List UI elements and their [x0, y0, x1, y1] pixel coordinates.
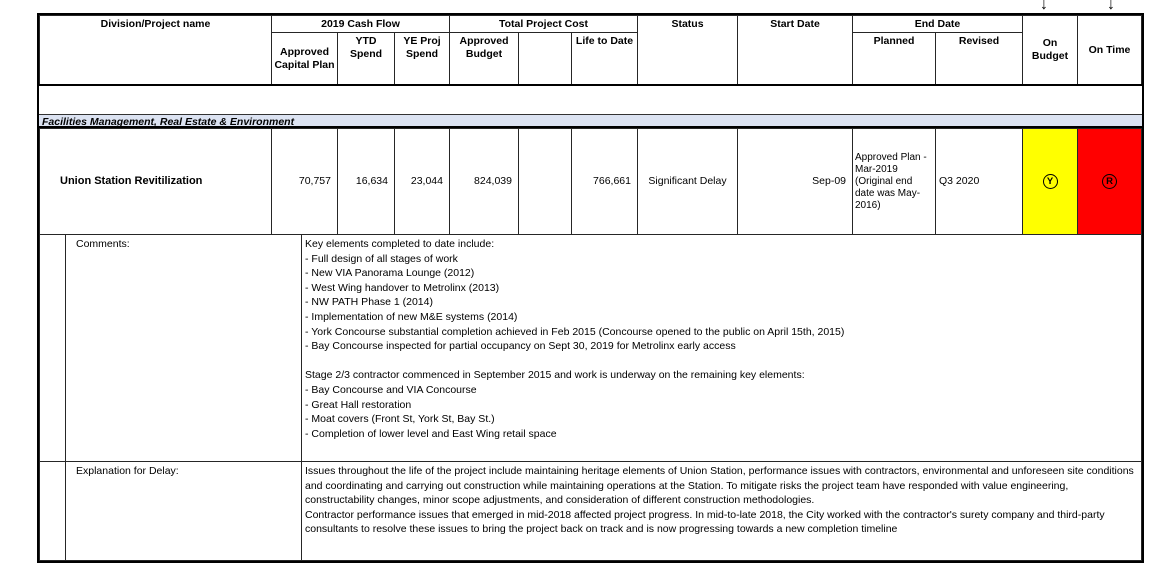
comments-label: Comments:: [65, 234, 302, 462]
circled-r-icon: R: [1102, 174, 1117, 189]
project-planned-end-value: Approved Plan - Mar-2019 (Original end d…: [852, 128, 936, 235]
col-header-division: Division/Project name: [39, 15, 272, 85]
delay-indent-cell: [39, 461, 66, 561]
col-header-approved-budget: Approved Budget: [449, 32, 519, 85]
col-header-on-time: On Time: [1077, 15, 1142, 85]
comments-text: Key elements completed to date include: …: [301, 234, 1142, 462]
on-time-indicator: R: [1077, 128, 1142, 235]
col-header-planned: Planned: [852, 32, 936, 85]
col-header-start-date: Start Date: [737, 15, 853, 85]
project-name: Union Station Revitilization: [39, 128, 272, 235]
project-start-date-value: Sep-09: [737, 128, 853, 235]
project-approved-capital-plan-value: 70,757: [271, 128, 338, 235]
project-life-to-date-value: 766,661: [571, 128, 638, 235]
section-header-label: Facilities Management, Real Estate & Env…: [42, 116, 295, 128]
planned-end-text: Approved Plan - Mar-2019 (Original end d…: [855, 151, 927, 211]
delay-text: Issues throughout the life of the projec…: [301, 461, 1142, 561]
group-header-end-date: End Date: [852, 15, 1023, 33]
project-revised-end-value: Q3 2020: [935, 128, 1023, 235]
group-header-total-project-cost: Total Project Cost: [449, 15, 638, 33]
col-header-ye-proj-spend: YE Proj Spend: [394, 32, 450, 85]
col-header-life-to-date: Life to Date: [571, 32, 638, 85]
project-approved-budget-value: 824,039: [449, 128, 519, 235]
delay-label: Explanation for Delay:: [65, 461, 302, 561]
on-budget-indicator: Y: [1022, 128, 1078, 235]
group-header-2019-cash-flow: 2019 Cash Flow: [271, 15, 450, 33]
down-arrow-icon: ↓: [1040, 0, 1048, 13]
down-arrow-icon: ↓: [1107, 0, 1115, 13]
project-ye-proj-spend-value: 23,044: [394, 128, 450, 235]
comments-indent-cell: [39, 234, 66, 462]
project-status-value: Significant Delay: [637, 128, 738, 235]
col-header-approved-capital-plan: Approved Capital Plan: [271, 32, 338, 85]
col-header-on-budget: On Budget: [1022, 15, 1078, 85]
project-status-table: Division/Project name 2019 Cash Flow App…: [37, 13, 1144, 563]
circled-y-icon: Y: [1042, 174, 1058, 189]
project-blank-cell: [518, 128, 572, 235]
col-header-status: Status: [637, 15, 738, 85]
col-header-blank: [518, 32, 572, 85]
header-divider-line: [39, 84, 1142, 86]
section-header: Facilities Management, Real Estate & Env…: [39, 114, 1142, 128]
project-ytd-spend-value: 16,634: [337, 128, 395, 235]
col-header-ytd-spend: YTD Spend: [337, 32, 395, 85]
col-header-revised: Revised: [935, 32, 1023, 85]
